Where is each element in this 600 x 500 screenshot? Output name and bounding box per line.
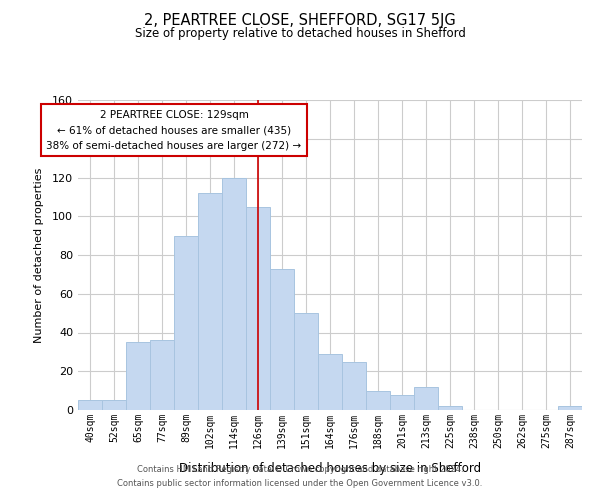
Text: Contains HM Land Registry data © Crown copyright and database right 2024.
Contai: Contains HM Land Registry data © Crown c… [118,466,482,487]
Bar [246,206,270,410]
Bar [126,342,150,410]
Bar [414,387,438,410]
Bar [558,406,582,410]
Bar [294,313,318,410]
Y-axis label: Number of detached properties: Number of detached properties [34,168,44,342]
Text: Size of property relative to detached houses in Shefford: Size of property relative to detached ho… [134,28,466,40]
Bar [102,400,126,410]
Bar [318,354,342,410]
Bar [198,193,222,410]
Bar [390,394,414,410]
Bar [78,400,102,410]
X-axis label: Distribution of detached houses by size in Shefford: Distribution of detached houses by size … [179,462,481,475]
Text: 2 PEARTREE CLOSE: 129sqm
← 61% of detached houses are smaller (435)
38% of semi-: 2 PEARTREE CLOSE: 129sqm ← 61% of detach… [46,110,302,151]
Text: 2, PEARTREE CLOSE, SHEFFORD, SG17 5JG: 2, PEARTREE CLOSE, SHEFFORD, SG17 5JG [144,12,456,28]
Bar [366,390,390,410]
Bar [222,178,246,410]
Bar [150,340,174,410]
Bar [342,362,366,410]
Bar [174,236,198,410]
Bar [270,268,294,410]
Bar [438,406,462,410]
